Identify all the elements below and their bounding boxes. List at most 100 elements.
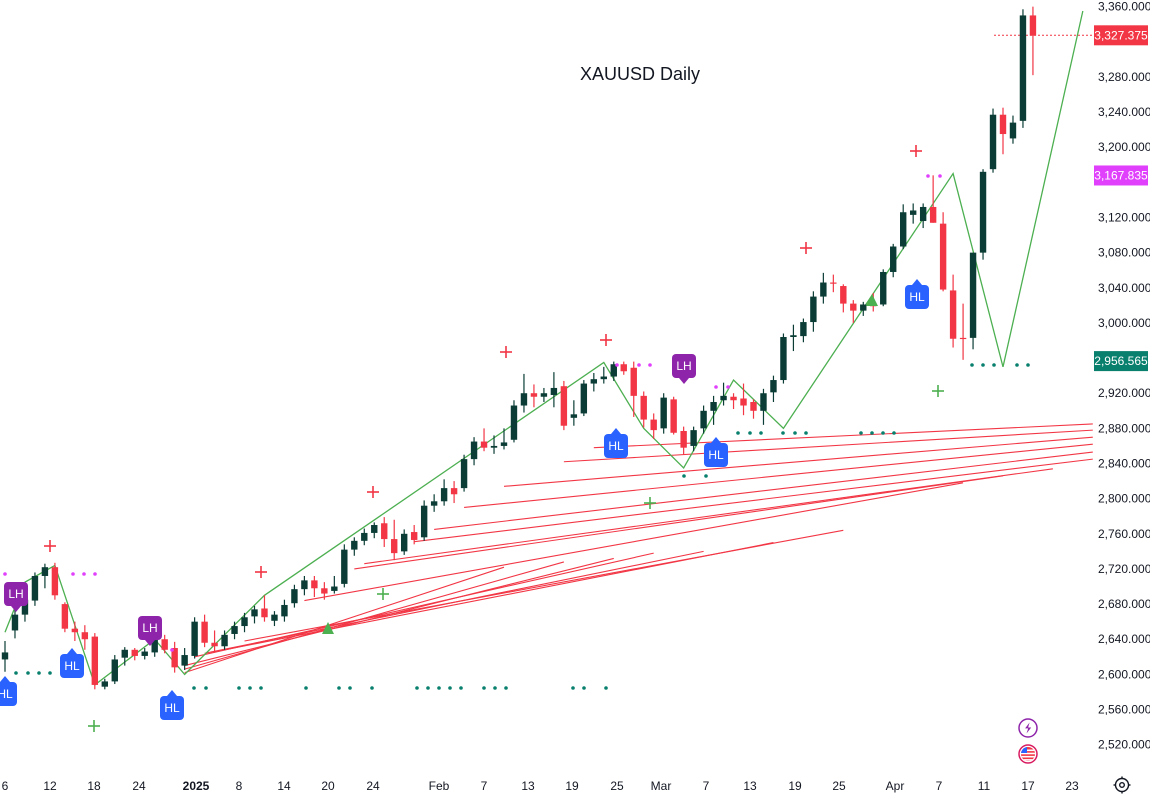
signal-dot — [571, 686, 575, 690]
candle — [700, 405, 707, 434]
candle — [261, 595, 268, 622]
signal-dot — [415, 686, 419, 690]
candle-body — [1009, 122, 1017, 139]
candle-body — [740, 398, 747, 406]
pattern-label: HL — [160, 690, 184, 720]
price-label: 3,327.375 — [1094, 25, 1148, 46]
signal-cross — [255, 566, 267, 578]
candle-body — [890, 246, 897, 272]
x-tick-label: 25 — [610, 779, 624, 793]
candle-body — [770, 380, 777, 393]
pattern-label-text: HL — [909, 290, 925, 304]
x-tick-label: 17 — [1021, 779, 1035, 793]
x-tick-label: 11 — [978, 779, 991, 793]
candle — [111, 655, 118, 685]
candle-body — [231, 626, 238, 634]
candle — [660, 393, 667, 434]
trend-line — [304, 482, 964, 602]
candle — [241, 612, 248, 633]
candle — [690, 426, 697, 452]
candle-layer — [1, 6, 1037, 690]
candle-body — [111, 659, 118, 682]
x-tick-label: 20 — [321, 779, 335, 793]
signal-dot — [637, 363, 641, 367]
price-label-text: 3,167.835 — [1094, 168, 1148, 182]
candle — [401, 529, 408, 555]
price-label-bg — [1094, 351, 1148, 372]
candle — [909, 203, 917, 224]
x-tick-label: 19 — [788, 779, 802, 793]
candle — [480, 428, 488, 452]
candle — [430, 494, 438, 512]
candle — [201, 614, 208, 648]
candle-body — [760, 393, 767, 411]
candle — [790, 324, 797, 352]
y-tick-label: 3,240.000 — [1098, 105, 1150, 119]
candle-body — [860, 304, 867, 311]
candle-body — [550, 387, 558, 395]
candle — [371, 522, 378, 539]
candle — [580, 380, 588, 417]
candle — [650, 413, 657, 439]
candle-body — [949, 290, 957, 339]
candle — [171, 641, 178, 673]
candle — [221, 630, 228, 650]
candle — [979, 169, 987, 260]
candle — [331, 575, 338, 594]
candle — [410, 525, 418, 545]
candle-body — [490, 445, 498, 448]
candle — [540, 387, 548, 403]
candle — [11, 608, 19, 639]
settings-icon[interactable] — [1113, 776, 1131, 794]
candle-body — [720, 395, 727, 401]
signal-dot — [82, 572, 86, 576]
candle-body — [211, 642, 218, 647]
signal-dot — [71, 572, 75, 576]
candle — [620, 361, 627, 375]
candle — [1019, 9, 1027, 128]
candle — [281, 599, 288, 622]
candle-body — [161, 639, 168, 650]
up-triangle — [866, 294, 878, 306]
candle-body — [281, 604, 288, 617]
candle-body — [101, 681, 108, 687]
signal-dot — [736, 431, 740, 435]
candle-body — [410, 532, 418, 540]
x-tick-label: 7 — [936, 779, 943, 793]
flash-icon[interactable] — [1018, 718, 1038, 738]
signal-dot — [748, 431, 752, 435]
us-flag-icon[interactable] — [1018, 744, 1038, 764]
candle — [1009, 115, 1017, 144]
candle-body — [480, 441, 488, 448]
pattern-label: HL — [604, 428, 628, 458]
candle-body — [420, 505, 428, 538]
candle-body — [361, 532, 368, 541]
candle-body — [700, 410, 707, 429]
pattern-label: HL — [60, 648, 84, 678]
candle — [121, 647, 128, 666]
candle — [500, 428, 508, 450]
signal-dot — [582, 686, 586, 690]
candle-body — [41, 567, 49, 576]
y-tick-label: 2,720.000 — [1098, 562, 1150, 576]
x-tick-label: 25 — [832, 779, 846, 793]
candle-body — [470, 441, 478, 460]
candle — [291, 584, 298, 608]
candle-body — [670, 399, 677, 433]
y-tick-label: 3,040.000 — [1098, 281, 1150, 295]
trend-line — [503, 436, 1093, 487]
candle — [900, 204, 907, 250]
x-tick-label: 6 — [2, 779, 9, 793]
candle-body — [530, 393, 538, 397]
up-triangle — [322, 622, 334, 634]
signal-dot — [704, 474, 708, 478]
candle-body — [690, 430, 697, 446]
candle — [730, 393, 737, 410]
candle — [880, 269, 887, 307]
trend-line — [563, 429, 1093, 463]
candle-body — [929, 206, 937, 223]
y-tick-label: 2,640.000 — [1098, 632, 1150, 646]
